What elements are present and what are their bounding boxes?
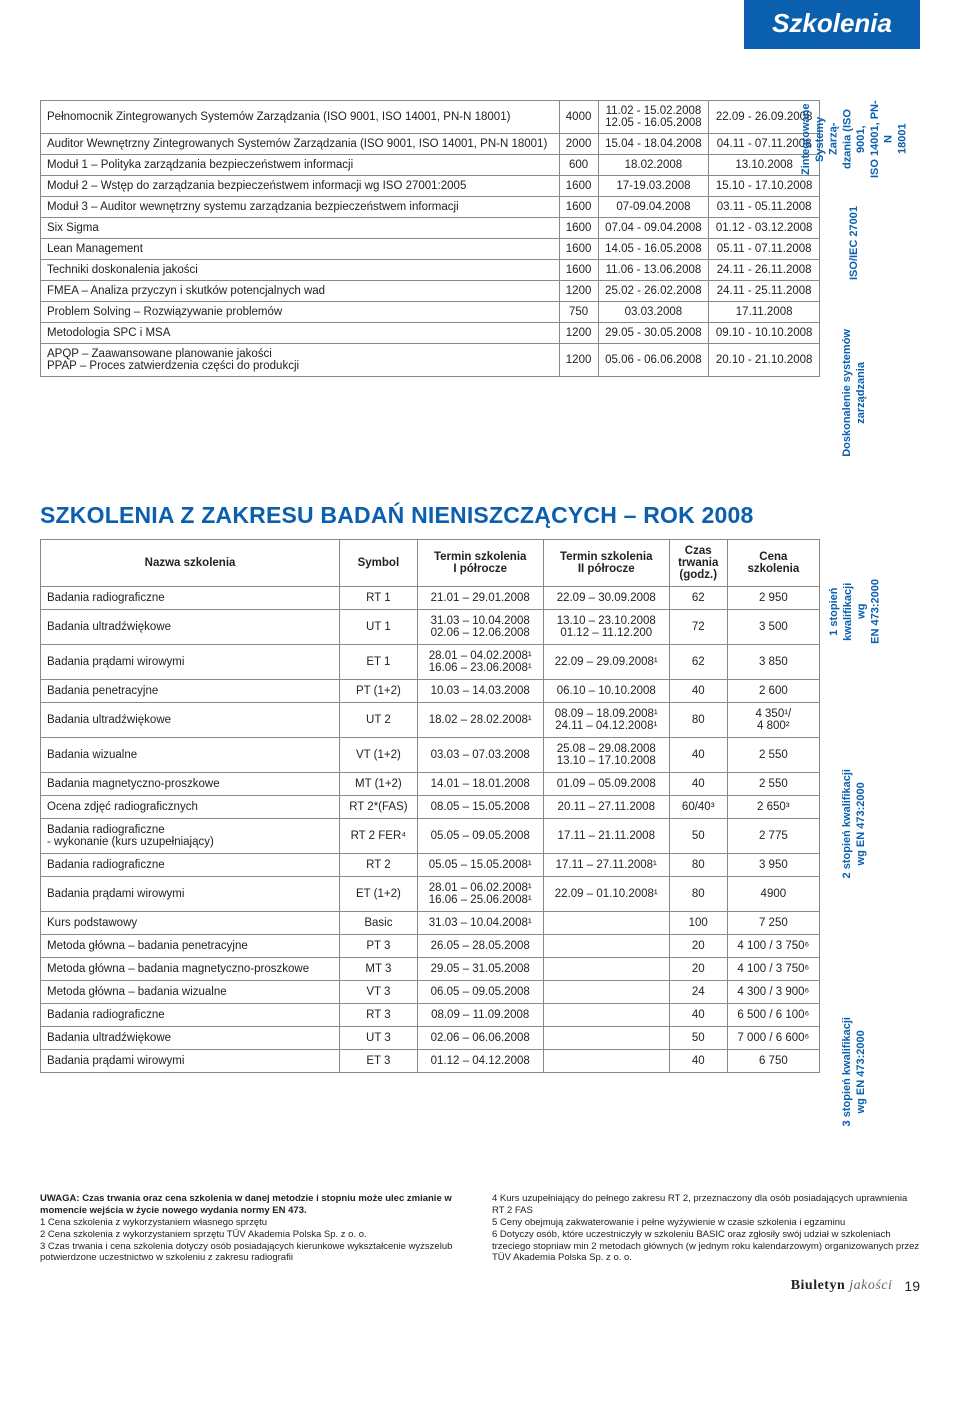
trainings-table-1: Pełnomocnik Zintegrowanych Systemów Zarz… <box>40 100 820 377</box>
side-label: 3 stopień kwalifikacjiwg EN 473:2000 <box>841 1017 869 1126</box>
trainings-table-2: Nazwa szkoleniaSymbolTermin szkoleniaI p… <box>40 539 820 1073</box>
side-label: ISO/IEC 27001 <box>848 206 862 280</box>
side-label: 1 stopieńkwalifikacjiwgEN 473:2000 <box>828 579 883 644</box>
footer-logo-2: jakości <box>849 1278 892 1293</box>
footnotes: UWAGA: Czas trwania oraz cena szkolenia … <box>40 1193 920 1264</box>
section-header: Szkolenia <box>744 0 920 49</box>
page-number: 19 <box>904 1278 920 1294</box>
section2-title: SZKOLENIA Z ZAKRESU BADAŃ NIENISZCZĄCYCH… <box>40 502 920 529</box>
footer-logo-1: Biuletyn <box>791 1278 846 1293</box>
side-label: ZintegrowaneSystemy Zarzą-dzania (ISO 90… <box>800 100 910 178</box>
side-label: 2 stopień kwalifikacjiwg EN 473:2000 <box>841 769 869 878</box>
side-label: Doskonalenie systemówzarządzania <box>841 329 869 457</box>
